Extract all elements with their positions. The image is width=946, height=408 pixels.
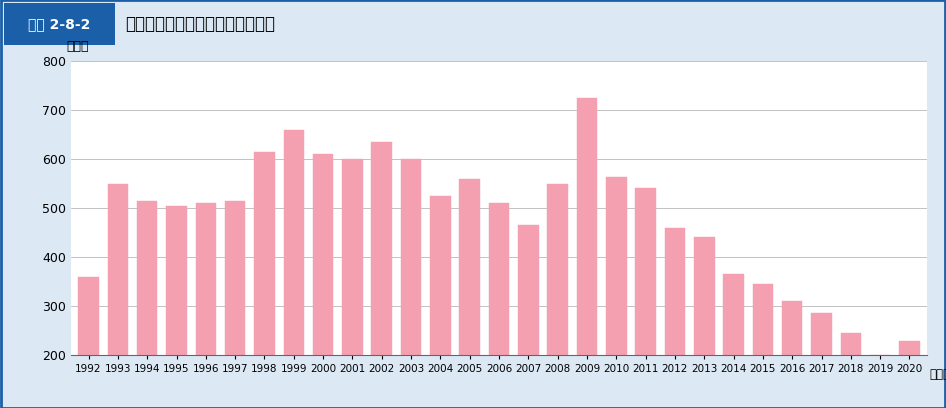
Bar	[313, 154, 333, 408]
Bar	[166, 206, 186, 408]
Bar	[342, 159, 362, 408]
Bar	[548, 184, 568, 408]
Bar	[753, 284, 773, 408]
Bar	[460, 179, 480, 408]
Bar	[900, 341, 920, 408]
Text: （年）: （年）	[929, 368, 946, 381]
Bar	[225, 201, 245, 408]
Bar	[518, 225, 538, 408]
Bar	[665, 228, 685, 408]
Bar	[841, 333, 861, 408]
Text: （件）: （件）	[66, 40, 89, 53]
Bar	[137, 201, 157, 408]
FancyBboxPatch shape	[4, 3, 115, 45]
Bar	[636, 188, 656, 408]
Bar	[430, 196, 450, 408]
Bar	[254, 152, 274, 408]
Bar	[489, 203, 509, 408]
Bar	[724, 274, 744, 408]
Bar	[401, 159, 421, 408]
Bar	[812, 313, 832, 408]
Bar	[782, 301, 802, 408]
Bar	[79, 277, 98, 408]
Bar	[606, 177, 626, 408]
Bar	[870, 355, 890, 408]
Bar	[372, 142, 392, 408]
Text: 図表 2-8-2: 図表 2-8-2	[28, 17, 91, 31]
Bar	[694, 237, 714, 408]
Bar	[577, 98, 597, 408]
Bar	[196, 203, 216, 408]
Text: 労働争議調整事件の新規係属件数: 労働争議調整事件の新規係属件数	[125, 15, 275, 33]
Bar	[108, 184, 128, 408]
Bar	[284, 130, 304, 408]
